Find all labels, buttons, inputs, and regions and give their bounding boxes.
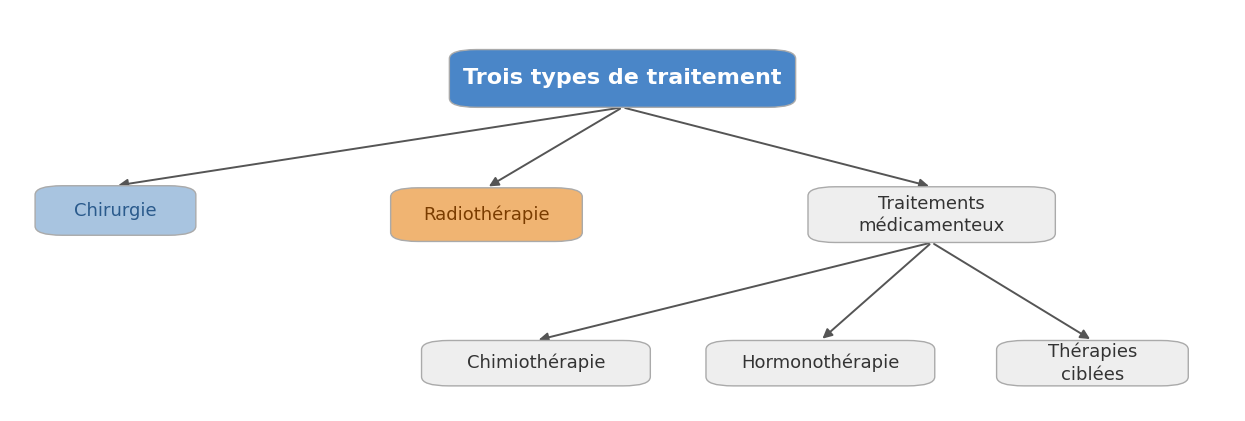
Text: Trois types de traitement: Trois types de traitement <box>463 69 782 88</box>
Text: Chimiothérapie: Chimiothérapie <box>467 354 605 373</box>
FancyBboxPatch shape <box>391 188 583 242</box>
FancyBboxPatch shape <box>996 341 1188 386</box>
FancyBboxPatch shape <box>35 186 195 235</box>
Text: Chirurgie: Chirurgie <box>75 202 157 219</box>
FancyBboxPatch shape <box>706 341 935 386</box>
Text: Hormonothérapie: Hormonothérapie <box>741 354 900 373</box>
FancyBboxPatch shape <box>808 187 1056 242</box>
Text: Traitements
médicamenteux: Traitements médicamenteux <box>859 195 1005 235</box>
Text: Thérapies
ciblées: Thérapies ciblées <box>1048 343 1137 384</box>
FancyBboxPatch shape <box>449 50 796 107</box>
Text: Radiothérapie: Radiothérapie <box>423 205 550 224</box>
FancyBboxPatch shape <box>422 341 650 386</box>
